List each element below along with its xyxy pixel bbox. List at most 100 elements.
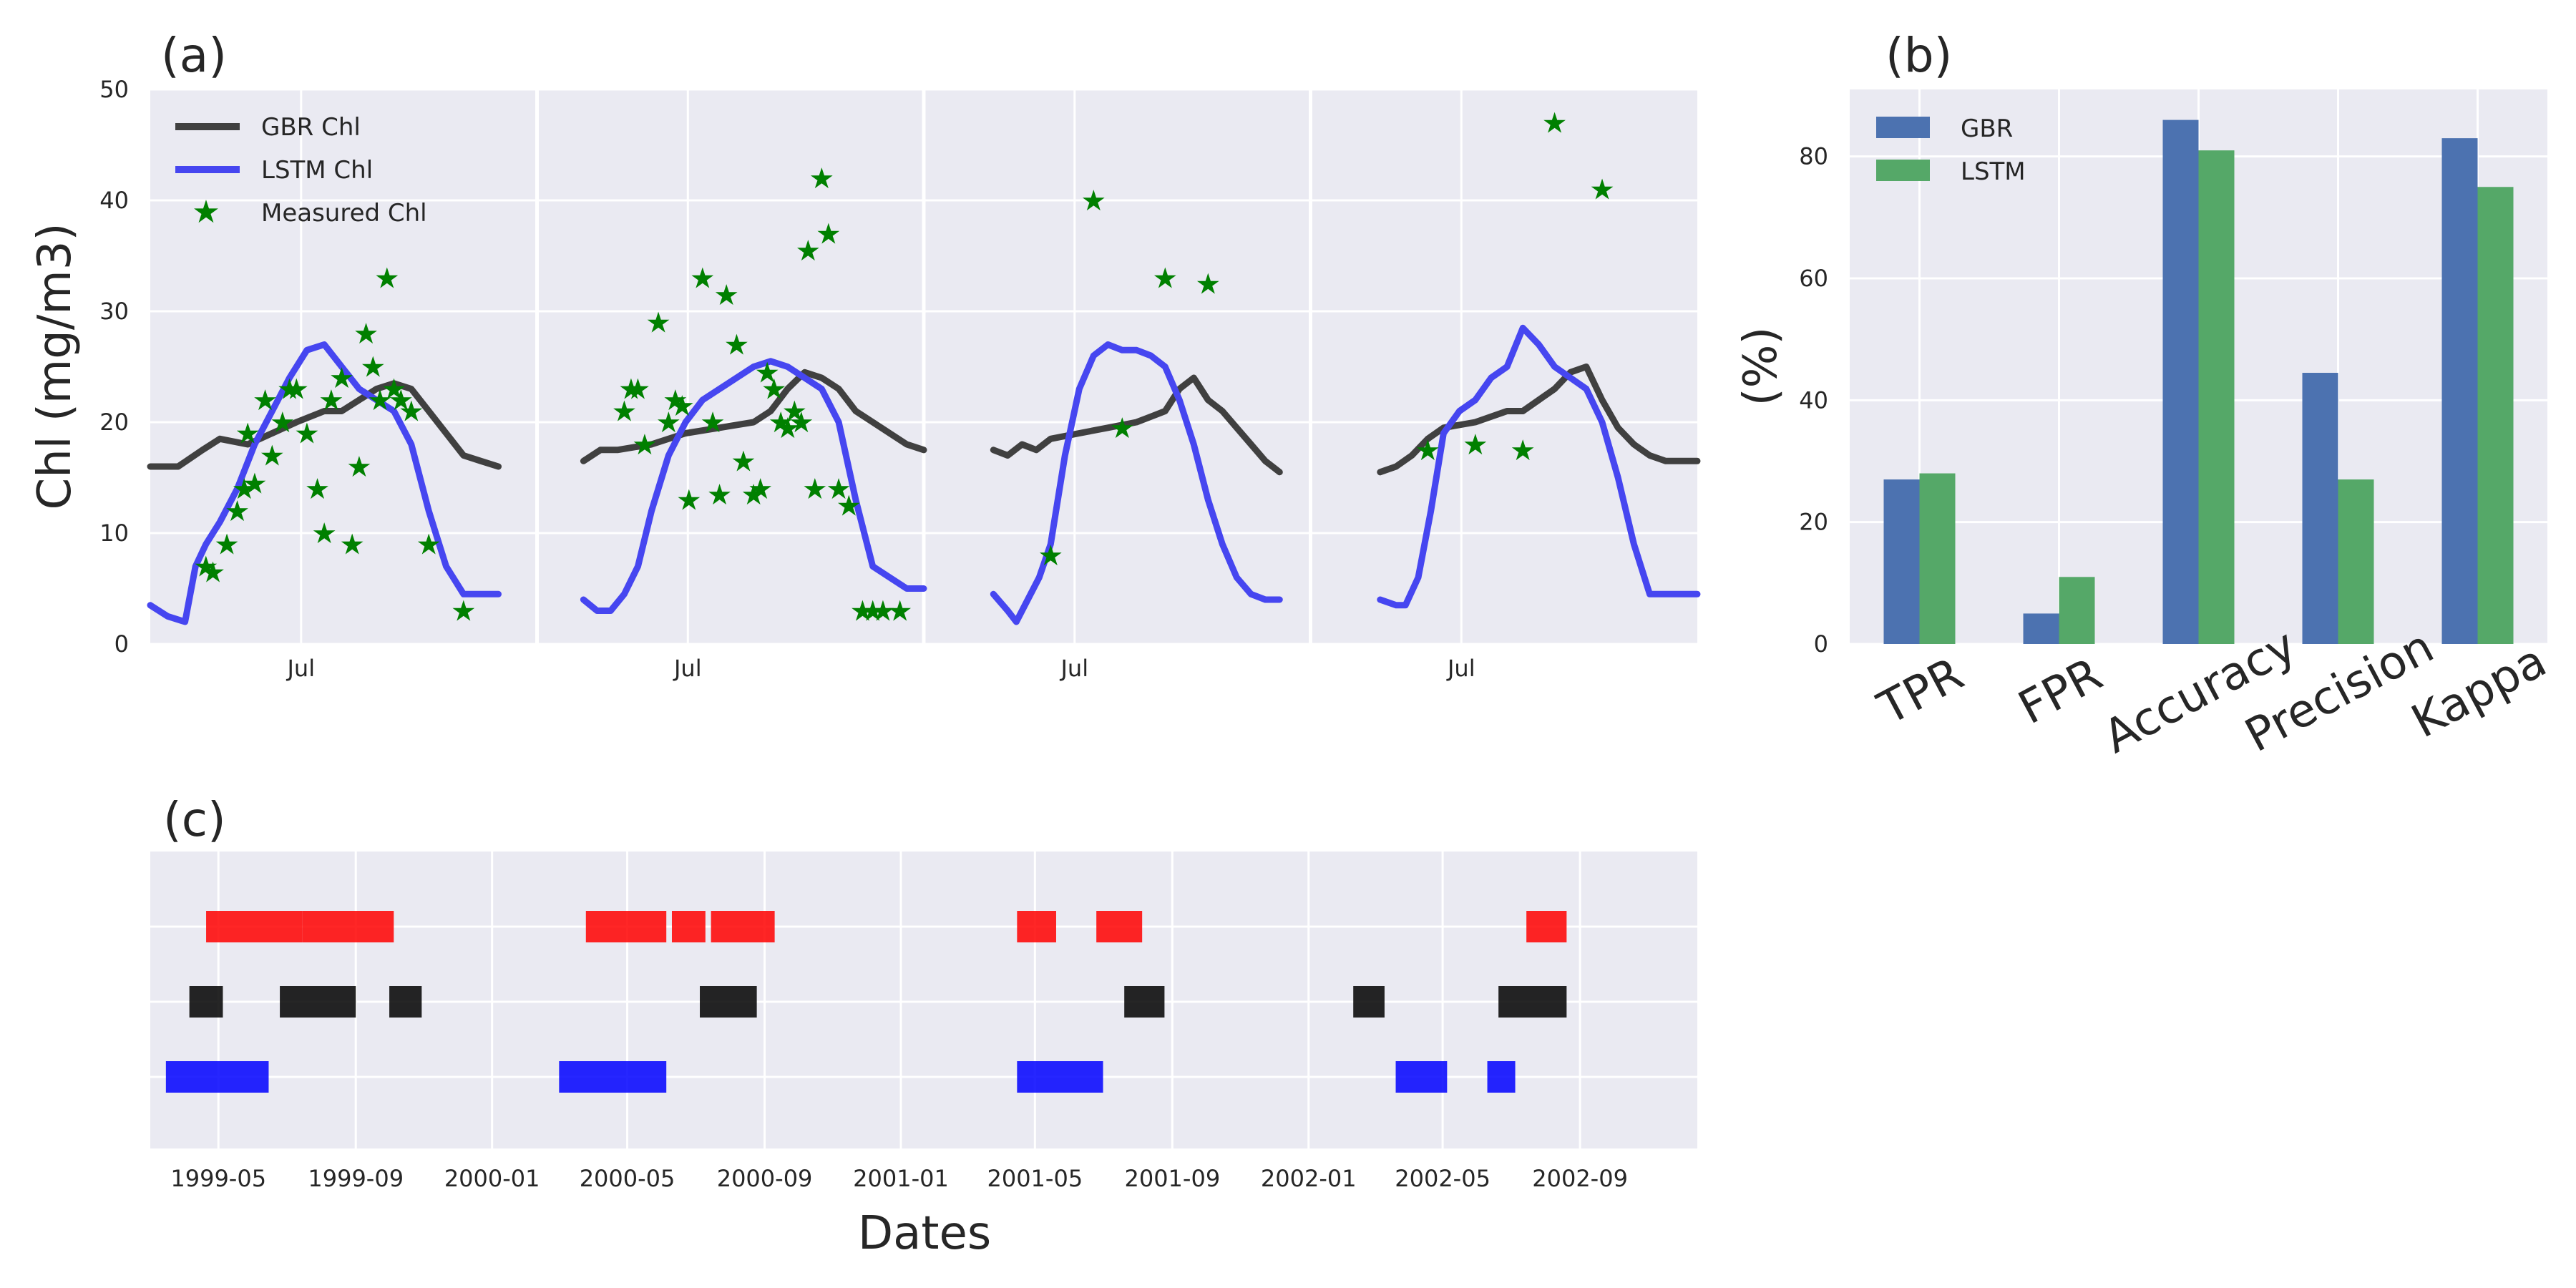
segment-red [1017, 911, 1056, 942]
measured-chl-point: ★ [723, 329, 749, 362]
measured-chl-point: ★ [1109, 412, 1135, 445]
measured-chl-point: ★ [809, 162, 834, 195]
measured-chl-point: ★ [707, 479, 733, 512]
measured-chl-point: ★ [761, 374, 787, 406]
panel-a-plot: ★★★★★★★★★★★★★★★★★★★★★★★★★★★★★★★★★★★★★★★★… [147, 107, 1701, 628]
panel-a-ylabel: Chl (mg/m3) [29, 223, 82, 510]
panel-b-ytick-label: 20 [1799, 509, 1828, 536]
measured-chl-point: ★ [242, 467, 268, 500]
measured-chl-point: ★ [663, 384, 688, 417]
measured-chl-point: ★ [768, 406, 794, 439]
bar-lstm [2059, 577, 2095, 644]
measured-chl-point: ★ [259, 440, 285, 473]
bar-gbr [2441, 138, 2478, 645]
legend-gbr-bar-swatch [1876, 117, 1930, 138]
panel-c-xtick-label: 2002-05 [1395, 1165, 1491, 1192]
segment-red [1526, 911, 1567, 942]
lstm-chl-line [147, 341, 502, 625]
segment-red [671, 911, 706, 942]
panel-c-tag: (c) [163, 792, 226, 847]
segment-blue [1395, 1061, 1448, 1093]
panel-a-xtick-label: Jul [286, 655, 315, 682]
bar-gbr [2302, 373, 2338, 644]
bar-gbr [2162, 119, 2199, 645]
measured-chl-point: ★ [214, 529, 240, 562]
measured-chl-point: ★ [451, 595, 477, 628]
panel-c-xtick-label: 2000-01 [444, 1165, 540, 1192]
panel-c-xtick-label: 2002-01 [1261, 1165, 1357, 1192]
panel-a-ticks: 0 10 20 30 40 50 Jul Jul Jul Jul [99, 76, 1475, 682]
segment-red [1096, 911, 1143, 942]
panel-c-xlabel: Dates [858, 1207, 991, 1260]
measured-chl-point: ★ [748, 473, 774, 506]
legend-lstm-bar-label: LSTM [1961, 157, 2026, 186]
panel-b-ytick-label: 80 [1799, 143, 1828, 170]
panel-b-legend: GBR LSTM [1876, 114, 2026, 186]
measured-chl-point: ★ [789, 406, 814, 439]
panel-a-ytick-label: 10 [99, 519, 129, 547]
panel-c-background [150, 852, 1697, 1148]
measured-chl-point: ★ [277, 374, 303, 406]
panel-b-ytick-label: 40 [1799, 386, 1828, 414]
bar-lstm [2338, 479, 2374, 644]
bar-lstm [1919, 473, 1956, 644]
gbr-chl-line [1377, 364, 1701, 476]
panel-c-xtick-label: 1999-05 [170, 1165, 266, 1192]
segment-black [389, 986, 422, 1018]
panel-b-category-label: TPR [1869, 648, 1971, 736]
gbr-chl-line [990, 374, 1283, 476]
measured-chl-point: ★ [1080, 185, 1106, 218]
panel-b-tag: (b) [1885, 28, 1952, 83]
legend-measured-label: Measured Chl [261, 199, 427, 228]
measured-chl-point: ★ [231, 473, 257, 506]
measured-chl-point: ★ [849, 595, 875, 628]
panel-b-ytick-label: 60 [1799, 265, 1828, 292]
measured-chl-point: ★ [311, 517, 337, 550]
measured-chl-point: ★ [870, 595, 896, 628]
segment-black [1353, 986, 1385, 1018]
measured-chl-point: ★ [329, 362, 355, 395]
panel-b-ytick-label: 0 [1814, 630, 1828, 658]
segment-red [302, 911, 394, 942]
measured-chl-point: ★ [887, 595, 913, 628]
measured-chl-point: ★ [700, 406, 726, 439]
measured-chl-point: ★ [388, 384, 414, 417]
measured-chl-point: ★ [612, 396, 638, 429]
measured-chl-point: ★ [1510, 434, 1536, 467]
measured-chl-point: ★ [836, 489, 862, 522]
panel-a-xtick-label: Jul [1059, 655, 1088, 682]
measured-chl-point: ★ [826, 473, 852, 506]
panel-a-tag: (a) [161, 28, 227, 83]
measured-chl-point: ★ [1195, 268, 1221, 301]
legend-gbr-label: GBR Chl [261, 113, 361, 142]
panel-c-xtick-label: 2000-05 [580, 1165, 675, 1192]
measured-chl-point: ★ [283, 374, 309, 406]
panel-a-xtick-label: Jul [673, 655, 702, 682]
measured-chl-point: ★ [645, 307, 671, 340]
measured-chl-point: ★ [353, 318, 379, 351]
measured-chl-point: ★ [816, 218, 841, 251]
measured-chl-point: ★ [346, 451, 372, 484]
segment-black [280, 986, 356, 1018]
measured-chl-point: ★ [1542, 107, 1568, 140]
legend-measured-star-icon: ★ [192, 194, 220, 230]
panel-c-xtick-label: 2001-09 [1124, 1165, 1220, 1192]
panel-a-ytick-label: 40 [99, 187, 129, 214]
measured-chl-point: ★ [367, 384, 393, 417]
measured-chl-point: ★ [270, 406, 296, 439]
panel-a-ytick-label: 0 [114, 630, 129, 658]
bar-gbr [2023, 613, 2059, 644]
measured-chl-point: ★ [1415, 434, 1440, 467]
measured-chl-point: ★ [676, 484, 702, 517]
panel-a-ytick-label: 50 [99, 76, 129, 103]
measured-chl-point: ★ [193, 551, 219, 584]
measured-chl-point: ★ [802, 473, 828, 506]
measured-chl-point: ★ [318, 384, 344, 417]
measured-chl-point: ★ [860, 595, 886, 628]
measured-chl-point: ★ [731, 445, 756, 478]
segment-red [711, 911, 775, 942]
panel-c-ticks: 1999-05 1999-09 2000-01 2000-05 2000-09 2001-… [170, 1165, 1628, 1192]
measured-chl-point: ★ [360, 351, 386, 384]
lstm-chl-line [1377, 324, 1701, 609]
segment-blue [1487, 1061, 1516, 1093]
